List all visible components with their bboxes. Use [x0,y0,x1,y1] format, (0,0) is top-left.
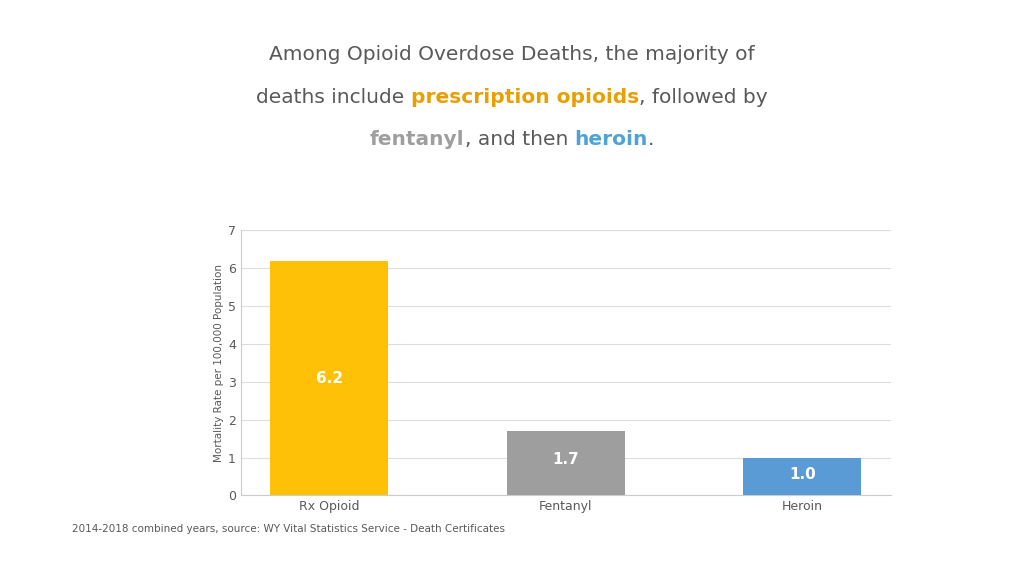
Bar [270,261,388,495]
Y-axis label: Mortality Rate per 100,000 Population: Mortality Rate per 100,000 Population [214,264,223,462]
Text: 1.7: 1.7 [552,453,580,468]
Bar [507,431,625,495]
Text: deaths include: deaths include [256,89,411,107]
Text: prescription opioids: prescription opioids [411,89,639,107]
Text: 6: 6 [507,551,517,566]
Text: 1.0: 1.0 [788,467,815,482]
Text: 2014-2018 combined years, source: WY Vital Statistics Service - Death Certificat: 2014-2018 combined years, source: WY Vit… [72,524,505,534]
Text: , followed by: , followed by [639,89,768,107]
Bar [743,457,861,495]
Text: .: . [648,130,654,149]
Text: , and then: , and then [465,130,574,149]
Text: fentanyl: fentanyl [370,130,465,149]
Text: Among Opioid Overdose Deaths, the majority of: Among Opioid Overdose Deaths, the majori… [269,46,755,64]
Text: heroin: heroin [574,130,648,149]
Text: 6.2: 6.2 [315,370,343,385]
